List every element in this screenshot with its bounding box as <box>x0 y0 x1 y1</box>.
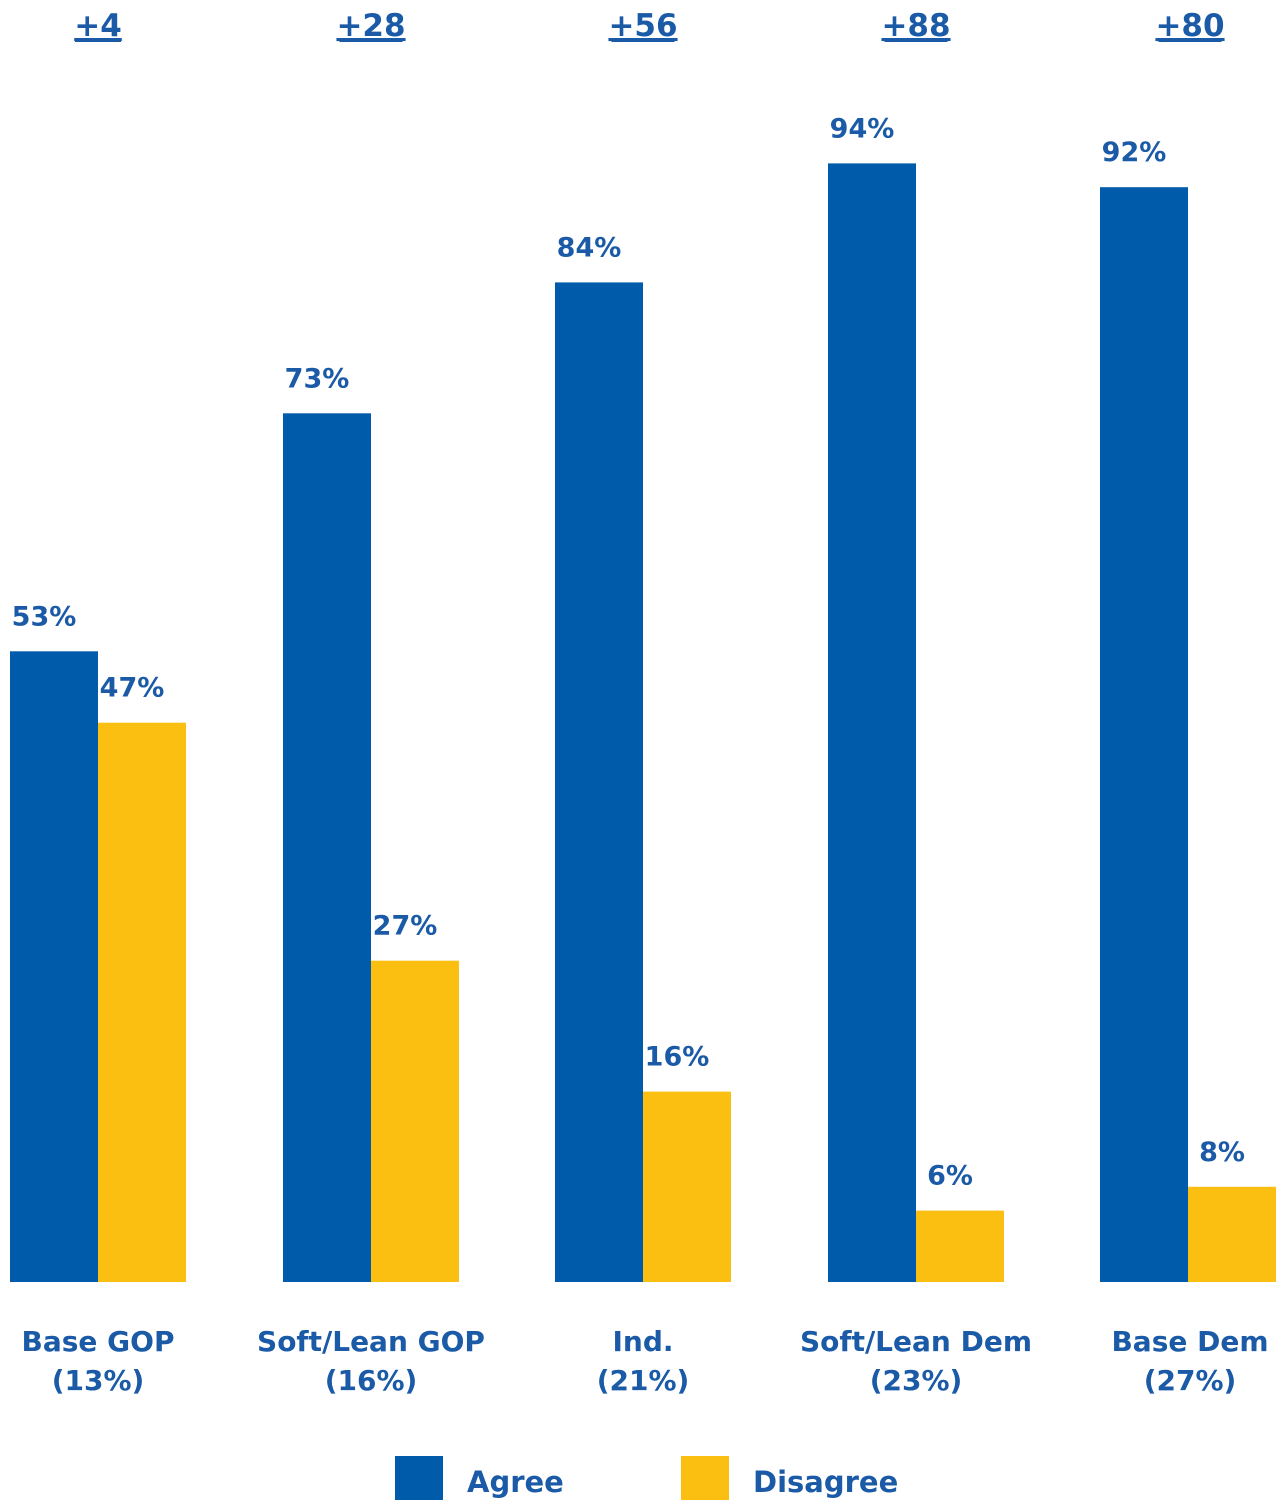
bar-agree <box>828 163 916 1282</box>
net-difference-underline <box>611 39 675 42</box>
chart-marks: +4 53% 47% Base GOP (13%) +28 73% 27% Soft/Lean … <box>10 8 1276 1397</box>
data-label-agree: 73% <box>285 363 350 394</box>
bar-disagree <box>371 960 459 1282</box>
chart-legend: Agree Disagree <box>395 1456 898 1500</box>
data-label-agree: 53% <box>12 601 77 632</box>
category-share-label: (27%) <box>1144 1364 1237 1397</box>
bar-disagree <box>1188 1186 1276 1282</box>
data-label-agree: 84% <box>557 232 622 263</box>
net-difference-underline <box>75 39 121 42</box>
bar-agree <box>283 413 371 1282</box>
category-share-label: (16%) <box>325 1364 418 1397</box>
legend-swatch-disagree <box>681 1456 729 1500</box>
bar-agree <box>10 651 98 1282</box>
category-share-label: (21%) <box>597 1364 690 1397</box>
bar-disagree <box>916 1210 1004 1282</box>
data-label-agree: 92% <box>1102 137 1167 168</box>
net-difference-underline <box>1158 39 1222 42</box>
legend-label-agree: Agree <box>467 1465 564 1499</box>
legend-label-disagree: Disagree <box>753 1465 898 1499</box>
category-label: Soft/Lean Dem <box>800 1325 1032 1358</box>
category-share-label: (13%) <box>52 1364 145 1397</box>
net-difference-label: +88 <box>881 8 950 44</box>
net-difference-underline <box>884 39 948 42</box>
data-label-agree: 94% <box>830 113 895 144</box>
category-label: Ind. <box>612 1325 673 1358</box>
category-label: Base GOP <box>22 1325 175 1358</box>
net-difference-label: +56 <box>608 8 677 44</box>
net-difference-underline <box>339 39 403 42</box>
bar-agree <box>555 282 643 1282</box>
data-label-disagree: 47% <box>100 673 165 704</box>
data-label-disagree: 27% <box>373 911 438 942</box>
category-label: Soft/Lean GOP <box>257 1325 485 1358</box>
net-difference-label: +28 <box>336 8 405 44</box>
bar-agree <box>1100 187 1188 1283</box>
data-label-disagree: 8% <box>1199 1137 1245 1168</box>
net-difference-label: +80 <box>1155 8 1224 44</box>
data-label-disagree: 6% <box>927 1161 973 1192</box>
category-label: Base Dem <box>1111 1325 1268 1358</box>
category-share-label: (23%) <box>870 1364 963 1397</box>
data-label-disagree: 16% <box>645 1042 710 1073</box>
bar-disagree <box>98 722 186 1282</box>
net-difference-label: +4 <box>74 8 122 44</box>
legend-swatch-agree <box>395 1456 443 1500</box>
bar-disagree <box>643 1091 731 1282</box>
